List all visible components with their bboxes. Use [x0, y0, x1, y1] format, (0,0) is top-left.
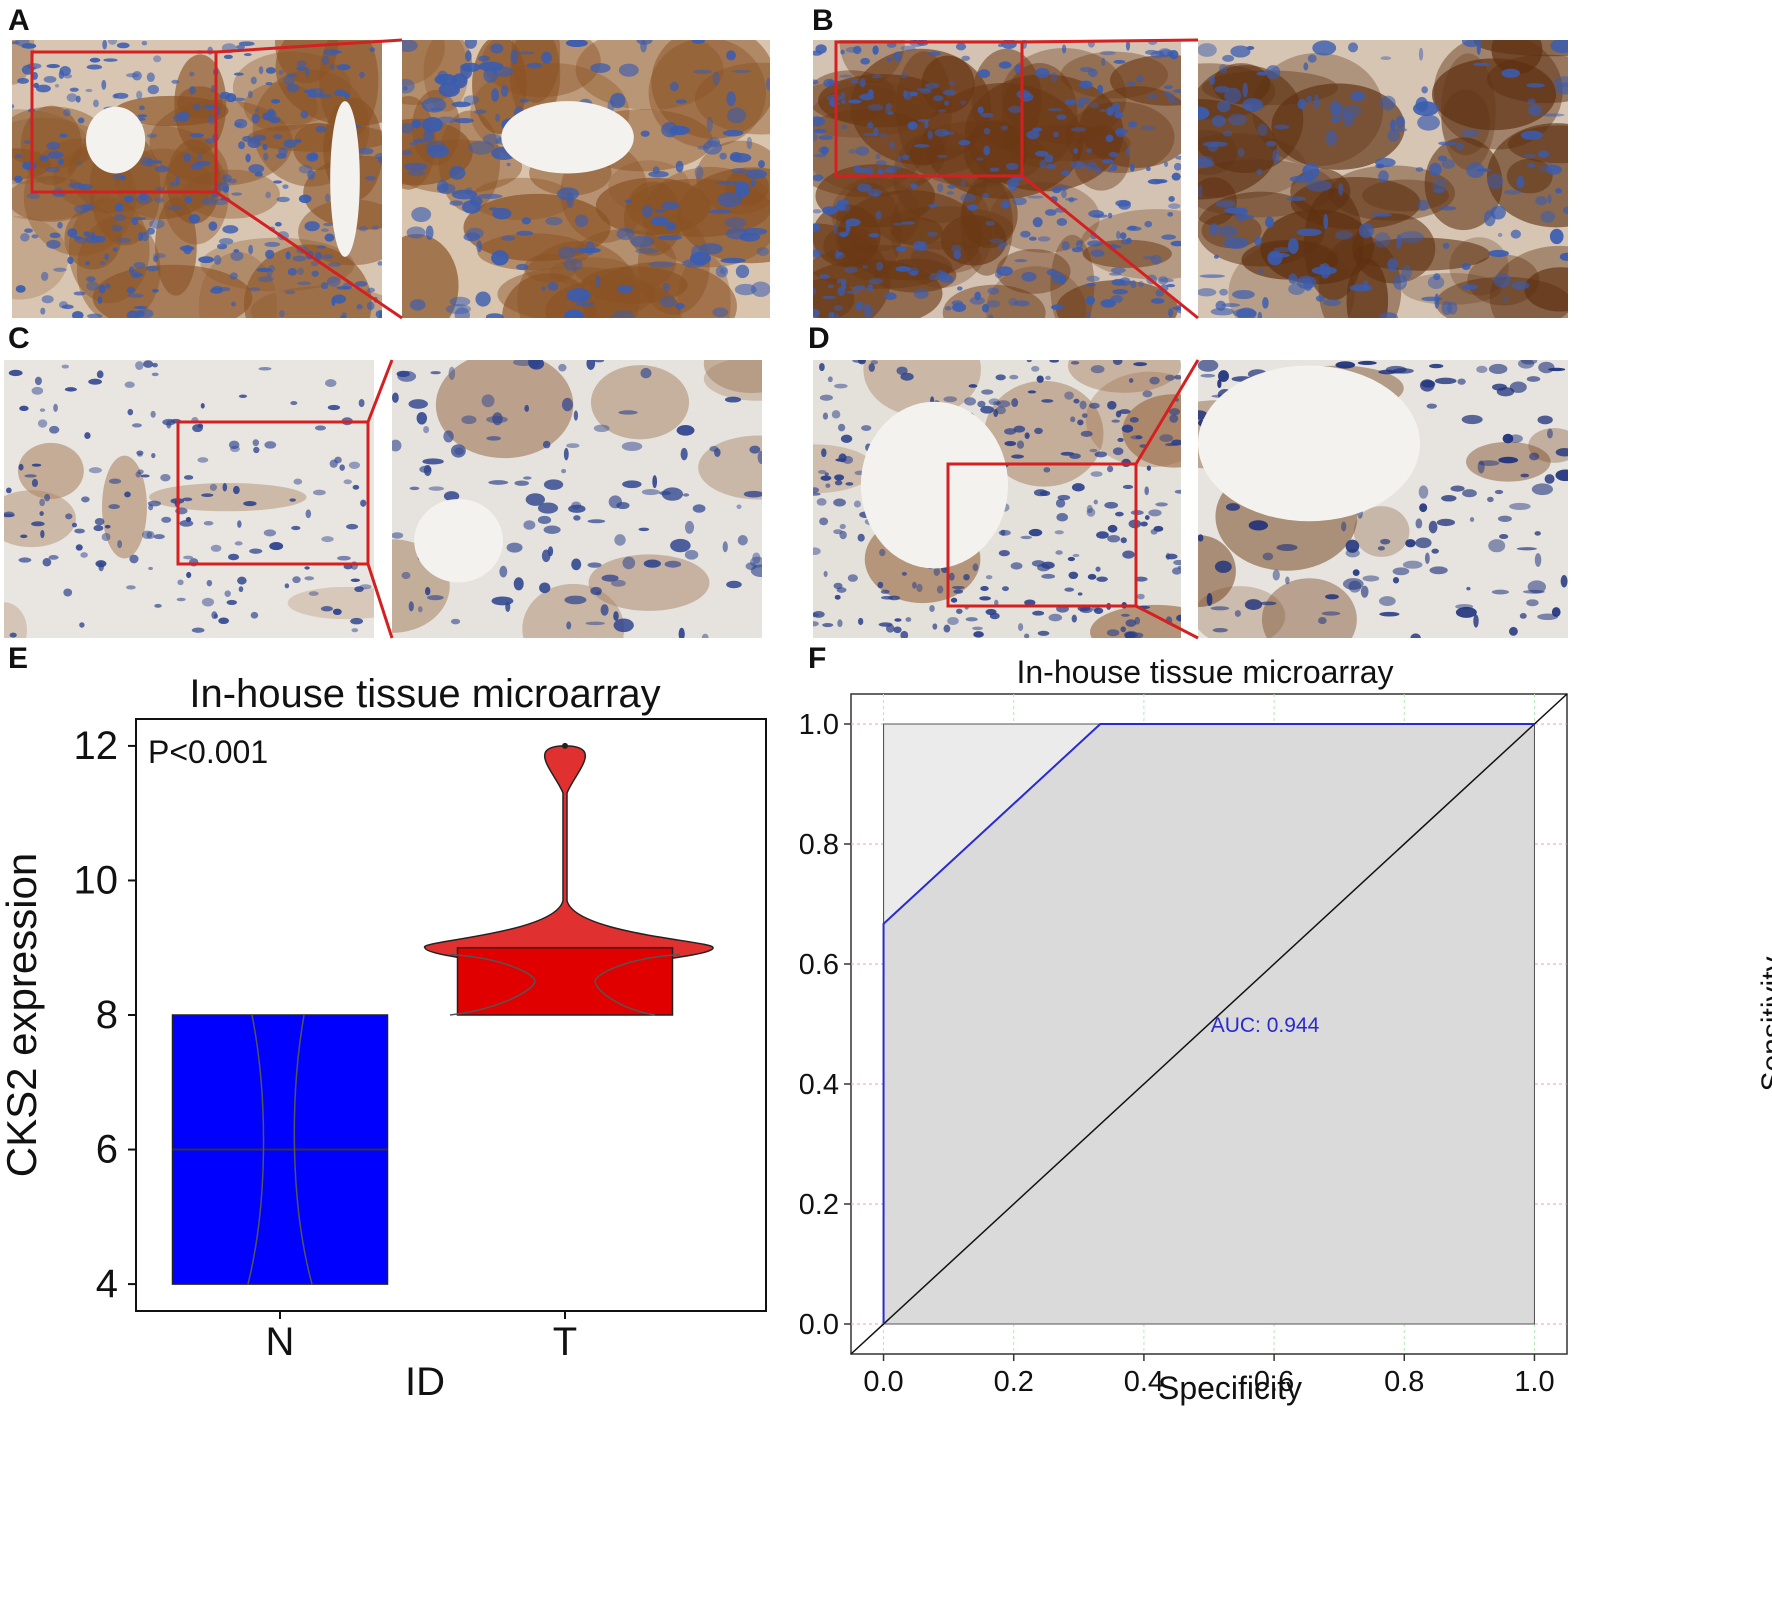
connector-c-bottom — [366, 563, 394, 639]
chart-f-diagonal — [850, 693, 1568, 1355]
chart-f-xtick-label-2: 0.4 — [1124, 1366, 1164, 1398]
chart-f-roc-curve — [882, 723, 1535, 1324]
chart-f-xtick-label-5: 1.0 — [1514, 1366, 1554, 1398]
micrograph-b-overview — [813, 40, 1181, 318]
chart-f-ytick-label-2: 0.4 — [800, 1069, 839, 1101]
chart-e-ytick-label-0: 4 — [96, 1262, 118, 1306]
chart-f-plot-frame — [850, 693, 1568, 1355]
micrograph-a-overview — [12, 40, 382, 318]
panel-label-d: D — [808, 322, 830, 355]
micrograph-d-overview-texture — [813, 360, 1181, 638]
chart-e: In-house tissue microarray P<0.001 4 6 8 10… — [0, 672, 767, 1404]
micrograph-b-zoom-texture — [1198, 40, 1568, 318]
chart-e-ylabel: CKS2 expression — [0, 853, 45, 1178]
inset-frame-c — [176, 420, 370, 566]
chart-f-xtick-label-1: 0.2 — [994, 1366, 1034, 1398]
chart-f-ytick-label-1: 0.2 — [800, 1189, 839, 1221]
micrograph-a-zoom-texture — [402, 40, 770, 318]
box-t — [456, 946, 674, 1016]
chart-f-xtick-label-4: 0.8 — [1384, 1366, 1424, 1398]
inset-frames-overlay — [30, 38, 1200, 640]
connector-c-top — [366, 359, 394, 423]
micrograph-d-zoom — [1198, 360, 1568, 638]
chart-f-auc-label: AUC: 0.944 — [1211, 1014, 1320, 1037]
chart-e-xtick-label-1: T — [553, 1320, 577, 1364]
inset-frame-b — [834, 40, 1024, 178]
micrograph-c-overview — [4, 360, 374, 638]
micrograph-d-zoom-texture — [1198, 360, 1568, 638]
micrograph-c-zoom — [392, 360, 762, 638]
box-t-outlier-0 — [562, 742, 568, 749]
chart-e-ytick-label-1: 6 — [96, 1128, 118, 1172]
connector-b-top — [1021, 38, 1199, 44]
connector-a-top — [215, 38, 403, 54]
chart-f-ylabel: Sensitivity — [1756, 956, 1772, 1091]
micrograph-b-overview-texture — [813, 40, 1181, 318]
panel-label-b: B — [812, 4, 834, 37]
panel-label-c: C — [8, 322, 30, 355]
inset-frame-d — [946, 462, 1138, 608]
connector-d-top — [1134, 359, 1200, 465]
chart-e-xtick-label-0: N — [266, 1320, 295, 1364]
micrograph-a-overview-texture — [12, 40, 382, 318]
chart-f-title: In-house tissue microarray — [1016, 659, 1393, 690]
panel-label-a: A — [8, 4, 30, 37]
chart-f-ytick-label-0: 0.0 — [800, 1309, 839, 1341]
violin-t-inner-outline — [449, 953, 681, 1016]
chart-e-xlabel: ID — [405, 1360, 445, 1404]
micrograph-c-zoom-texture — [392, 360, 762, 638]
chart-f-ytick-label-4: 0.8 — [800, 829, 839, 861]
connector-d-bottom — [1135, 604, 1199, 640]
violin-n-outline — [247, 1014, 313, 1285]
micrograph-c-overview-texture — [4, 360, 374, 638]
micrograph-a-zoom — [402, 40, 770, 318]
panel-label-e: E — [8, 642, 29, 675]
chart-f-xtick-label-0: 0.0 — [863, 1366, 903, 1398]
chart-e-title: In-house tissue microarray — [189, 672, 660, 716]
chart-e-pvalue: P<0.001 — [148, 734, 268, 770]
chart-f: In-house tissue microarray 0.0 0.2 0.4 0.6 0… — [800, 659, 1772, 1406]
connector-b-bottom — [1021, 174, 1199, 320]
chart-f-xtick-label-3: 0.6 — [1254, 1366, 1294, 1398]
connector-a-bottom — [215, 190, 403, 320]
chart-f-ytick-label-3: 0.6 — [800, 949, 839, 981]
panel-label-f: F — [808, 642, 827, 675]
micrograph-d-overview — [813, 360, 1181, 638]
inset-frame-a — [30, 50, 218, 194]
chart-f-xlabel: Specificity — [1158, 1370, 1302, 1406]
chart-e-ytick-label-2: 8 — [96, 993, 118, 1037]
chart-e-ytick-label-4: 12 — [74, 724, 119, 768]
chart-f-ytick-label-5: 1.0 — [800, 709, 839, 741]
chart-e-ytick-label-3: 10 — [74, 858, 119, 902]
micrograph-b-zoom — [1198, 40, 1568, 318]
violin-t — [424, 745, 714, 969]
